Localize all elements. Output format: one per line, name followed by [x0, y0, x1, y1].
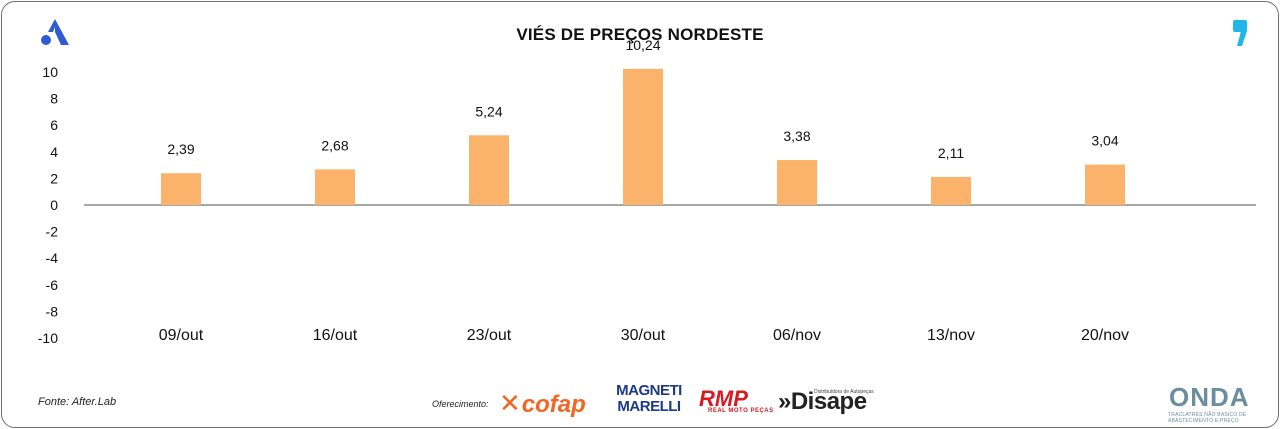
bar [1085, 164, 1125, 205]
data-label: 2,68 [321, 137, 348, 153]
x-tick-label: 20/nov [1081, 327, 1129, 344]
bar [777, 160, 817, 205]
y-tick-label: -4 [46, 250, 59, 266]
bar [931, 176, 971, 205]
onda-logo: ONDA [1169, 382, 1250, 412]
chart-title: VIÉS DE PREÇOS NORDESTE [516, 25, 763, 44]
bar [315, 169, 355, 205]
x-tick-label: 16/out [313, 327, 358, 344]
y-tick-label: 2 [50, 170, 58, 186]
triangle-a-logo-icon [40, 18, 70, 51]
data-label: 2,39 [167, 141, 194, 157]
y-tick-label: 6 [50, 117, 58, 133]
onda-subtitle: TRACLATRES NÃO BASICO DE ABASTECIMENTO E… [1168, 412, 1247, 424]
bar [469, 135, 509, 205]
disape-logo: »Disape [778, 388, 867, 415]
comma-quote-logo-icon [1230, 18, 1252, 53]
x-tick-label: 30/out [621, 327, 666, 344]
rmp-subtitle: REAL MOTO PEÇAS [708, 408, 774, 414]
y-tick-label: 8 [50, 91, 58, 107]
y-tick-label: 10 [42, 64, 58, 80]
data-label: 2,11 [938, 145, 964, 161]
data-label: 10,24 [625, 37, 660, 53]
y-tick-label: -10 [38, 330, 58, 346]
x-axis: 09/out 16/out 23/out 30/out 06/nov 13/nov 20/n… [159, 327, 1129, 344]
cofap-x-icon: ✕ [499, 388, 521, 418]
y-tick-label: -8 [46, 303, 59, 319]
y-axis: 10 8 6 4 2 0 -2 -4 -6 -8 -10 [38, 64, 58, 346]
bar-chart: VIÉS DE PREÇOS NORDESTE 10 8 6 4 2 0 -2 -4 -6 -8 -… [38, 25, 1256, 346]
y-tick-label: -2 [46, 224, 59, 240]
sponsor-caption: Oferecimento: [432, 399, 489, 409]
rmp-logo: RMP [699, 386, 748, 411]
data-label: 3,04 [1091, 133, 1118, 149]
magneti-marelli-logo: MAGNETI MARELLI [616, 382, 682, 415]
cofap-logo: ✕cofap [499, 388, 586, 418]
source-note: Fonte: After.Lab [38, 396, 117, 408]
bars-group [161, 68, 1125, 205]
x-tick-label: 06/nov [773, 327, 821, 344]
data-label: 3,38 [783, 128, 810, 144]
y-tick-label: -6 [46, 277, 59, 293]
bar [161, 173, 201, 205]
y-tick-label: 0 [50, 197, 58, 213]
x-tick-label: 23/out [467, 327, 512, 344]
y-tick-label: 4 [50, 144, 58, 160]
bar [623, 68, 663, 205]
x-tick-label: 13/nov [927, 327, 975, 344]
data-label: 5,24 [475, 103, 502, 119]
x-tick-label: 09/out [159, 327, 204, 344]
disape-subtitle: Distribuidora de Autopeças [814, 389, 874, 395]
data-labels-group: 2,39 2,68 5,24 10,24 3,38 2,11 3,04 [167, 37, 1118, 161]
